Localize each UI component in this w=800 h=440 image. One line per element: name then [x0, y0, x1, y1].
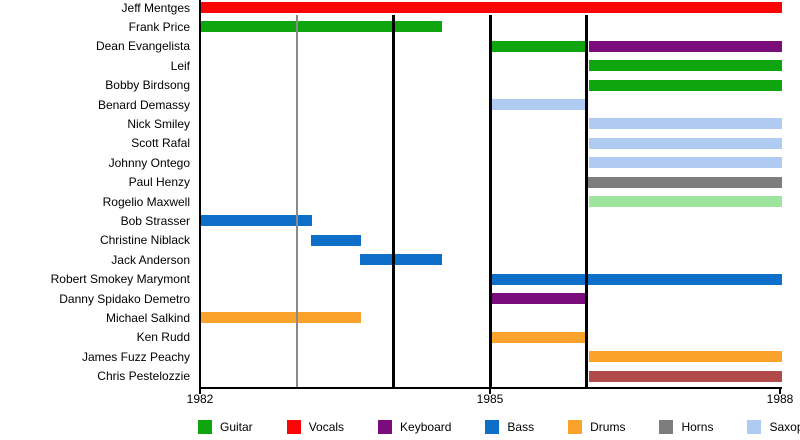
member-label: Christine Niblack	[99, 233, 190, 248]
member-label: Paul Henzy	[128, 175, 190, 190]
member-label: Leif	[170, 58, 190, 73]
member-label: Robert Smokey Marymont	[50, 272, 190, 287]
x-axis-tick-label: 1988	[766, 392, 794, 406]
legend-label: Guitar	[220, 420, 253, 434]
saxophone-swatch-icon	[747, 420, 762, 434]
timeline-bar	[586, 176, 782, 188]
bass-swatch-icon	[485, 420, 500, 434]
release-event-line	[488, 15, 492, 388]
legend-item: Guitar	[198, 420, 253, 434]
legend-item: Keyboard	[378, 420, 451, 434]
timeline-bar	[588, 79, 782, 91]
member-label: Chris Pestelozzie	[97, 369, 190, 384]
legend-item: Saxophone	[747, 420, 800, 434]
timeline-bar	[489, 40, 585, 52]
legend-label: Drums	[590, 420, 626, 434]
drums-swatch-icon	[568, 420, 583, 434]
member-label: Rogelio Maxwell	[102, 194, 190, 209]
y-axis-line	[199, 0, 201, 388]
member-label: Jeff Mentges	[121, 0, 190, 15]
legend-label: Saxophone	[769, 420, 800, 434]
legend-item: Vocals	[286, 420, 345, 434]
release-event-line	[295, 15, 298, 388]
timeline-bar	[311, 234, 362, 246]
x-axis-tick	[489, 388, 491, 394]
release-event-line	[585, 15, 589, 388]
timeline-bar	[489, 293, 585, 304]
timeline-bar	[489, 273, 782, 285]
timeline-bar	[360, 254, 442, 266]
timeline-bar	[489, 331, 585, 343]
legend-label: Bass	[507, 420, 535, 434]
release-event-line	[391, 15, 395, 388]
timeline-bar	[201, 2, 782, 13]
legend-item: Horns	[659, 420, 713, 434]
member-label: Scott Rafal	[131, 136, 190, 151]
vocals-swatch-icon	[286, 420, 301, 434]
member-label: Bobby Birdsong	[105, 78, 190, 93]
timeline-bar	[588, 40, 782, 52]
timeline-bar	[588, 370, 782, 382]
legend-label: Vocals	[308, 420, 345, 434]
x-axis-tick-label: 1985	[476, 392, 504, 406]
member-label: Johnny Ontego	[108, 155, 190, 170]
member-label: Bob Strasser	[120, 213, 190, 228]
timeline-bar	[588, 157, 782, 169]
member-label: Jack Anderson	[111, 252, 190, 267]
member-label: Ken Rudd	[136, 330, 190, 345]
legend-label: Horns	[681, 420, 714, 434]
keyboard-swatch-icon	[378, 420, 393, 434]
timeline-bar	[588, 118, 782, 130]
horns-swatch-icon	[659, 420, 674, 434]
legend-item: Drums	[568, 420, 625, 434]
member-label: Michael Salkind	[105, 310, 190, 325]
member-label: Danny Spidako Demetro	[59, 291, 190, 306]
timeline-bar	[489, 99, 585, 110]
timeline-bar	[201, 21, 442, 33]
x-axis-tick	[199, 388, 201, 394]
guitar-swatch-icon	[198, 420, 212, 434]
timeline-bar	[588, 137, 782, 149]
timeline-bar	[588, 196, 782, 207]
member-label: Dean Evangelista	[95, 39, 190, 54]
member-label: Benard Demassy	[97, 97, 190, 112]
legend-item: Bass	[485, 420, 534, 434]
timeline-bar	[588, 60, 782, 72]
timeline-bar	[588, 351, 782, 363]
legend-label: Keyboard	[400, 420, 452, 434]
legend: Guitar Vocals Keyboard Bass Drums Horns Saxoph…	[198, 420, 800, 434]
member-label: Nick Smiley	[127, 116, 190, 131]
x-axis-tick	[779, 388, 781, 394]
x-axis-tick-label: 1982	[186, 392, 214, 406]
member-label: James Fuzz Peachy	[81, 349, 190, 364]
member-label: Frank Price	[128, 19, 190, 34]
timeline-bar	[201, 312, 362, 324]
timeline-bar	[201, 215, 313, 227]
